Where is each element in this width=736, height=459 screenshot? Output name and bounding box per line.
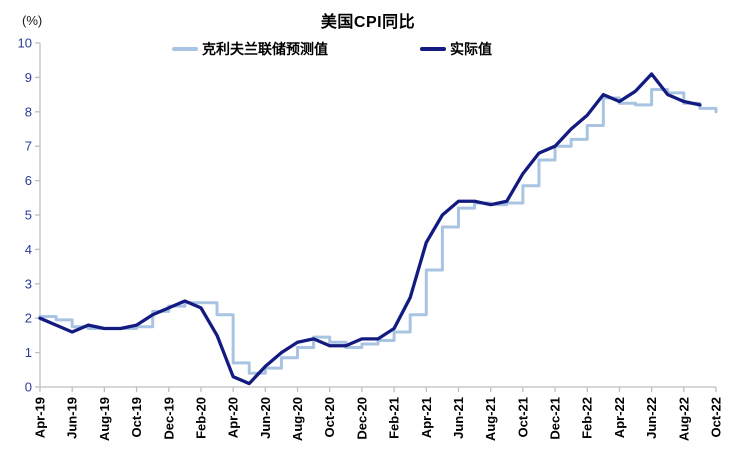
y-tick-label: 9 [25,70,32,85]
legend-label-actual: 实际值 [450,41,492,57]
x-tick-label: Oct-21 [515,397,530,437]
x-tick-label: Jun-19 [65,397,80,439]
y-tick-label: 7 [25,139,32,154]
y-tick-label: 8 [25,104,32,119]
x-tick-label: Jun-20 [258,397,273,439]
x-tick-label: Oct-19 [129,397,144,437]
chart-title: 美国CPI同比 [320,14,416,31]
x-tick-label: Apr-21 [419,397,434,438]
x-tick-label: Dec-20 [354,397,369,440]
y-axis-unit-label: (%) [22,13,43,28]
y-tick-label: 3 [25,276,32,291]
x-tick-label: Feb-21 [387,397,402,439]
x-tick-label: Feb-22 [580,397,595,439]
x-tick-label: Oct-22 [709,397,724,437]
x-tick-label: Aug-20 [290,397,305,441]
y-tick-label: 0 [25,380,32,395]
legend-item-forecast: 克利夫兰联储预测值 [172,39,328,59]
x-tick-label: Feb-20 [193,397,208,439]
x-tick-label: Aug-19 [97,397,112,441]
x-tick-label: Apr-20 [226,397,241,438]
x-tick-label: Jun-22 [644,397,659,439]
forecast-step-line [38,87,718,375]
legend-label-forecast: 克利夫兰联储预测值 [202,41,328,57]
x-tick-label: Dec-21 [548,397,563,440]
y-tick-label: 1 [25,345,32,360]
y-tick-label: 6 [25,173,32,188]
chart-legend: 克利夫兰联储预测值 实际值 [172,39,492,59]
y-tick-label: 2 [25,311,32,326]
x-tick-label: Aug-22 [676,397,691,441]
legend-item-actual: 实际值 [420,39,492,59]
y-tick-label: 10 [18,36,32,51]
x-tick-label: Apr-19 [33,397,48,438]
y-tick-label: 4 [25,242,32,257]
x-tick-label: Apr-22 [612,397,627,438]
x-tick-label: Aug-21 [483,397,498,441]
actual-line [38,72,702,386]
forecast-line-swatch [172,47,198,51]
x-tick-label: Dec-19 [161,397,176,440]
actual-line-swatch [420,47,446,51]
x-tick-label: Oct-20 [322,397,337,437]
x-tick-label: Jun-21 [451,397,466,439]
y-tick-label: 5 [25,208,32,223]
